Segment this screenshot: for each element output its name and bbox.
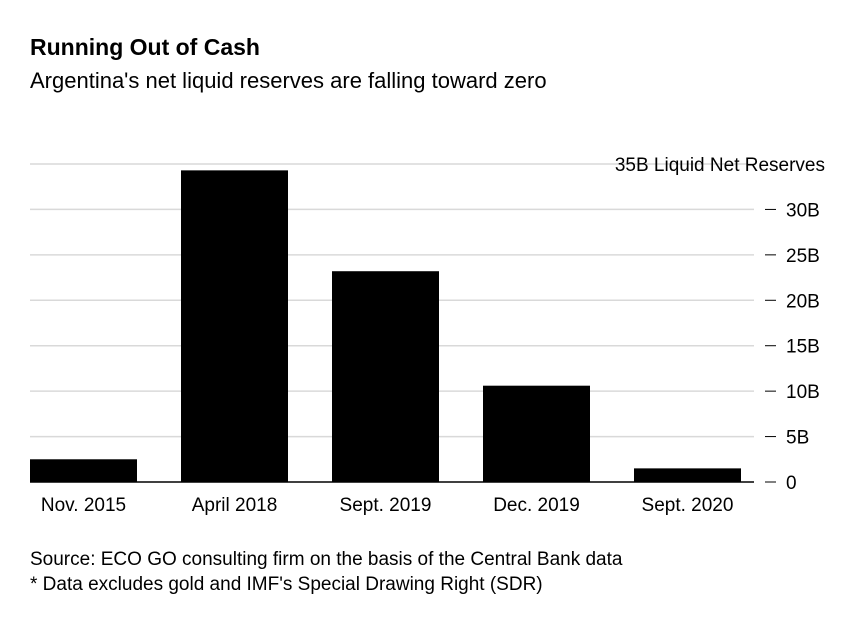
bar-april-2018 [181, 170, 288, 483]
y-tick-label: 10B [786, 382, 820, 403]
x-tick-label: Sept. 2019 [340, 495, 432, 516]
bars [30, 170, 741, 483]
y-tick-label: 35B Liquid Net Reserves [615, 155, 825, 176]
x-tick-label: Sept. 2020 [642, 495, 734, 516]
y-tick-label: 30B [786, 200, 820, 221]
x-axis: Nov. 2015 April 2018 Sept. 2019 Dec. 2019 Se… [41, 495, 734, 516]
x-tick-label: Dec. 2019 [493, 495, 580, 516]
chart-subtitle: Argentina's net liquid reserves are fall… [30, 68, 547, 93]
x-tick-label: April 2018 [192, 495, 278, 516]
bar-nov-2015 [30, 459, 137, 482]
source-note: Source: ECO GO consulting firm on the ba… [30, 549, 623, 570]
x-tick-label: Nov. 2015 [41, 495, 126, 516]
y-tick-label: 5B [786, 428, 809, 449]
bar-sept-2019 [332, 271, 439, 482]
y-tick-label: 20B [786, 291, 820, 312]
y-tick-label: 15B [786, 337, 820, 358]
data-note: * Data excludes gold and IMF's Special D… [30, 574, 543, 595]
y-axis: 0 5B 10B 15B 20B 25B 30B 35B Liquid Net Reserve… [615, 155, 825, 494]
y-tick-label: 25B [786, 246, 820, 267]
chart-title: Running Out of Cash [30, 34, 260, 60]
bar-dec-2019 [483, 385, 590, 482]
y-tick-label: 0 [786, 473, 797, 494]
bar-sept-2020 [634, 468, 741, 482]
